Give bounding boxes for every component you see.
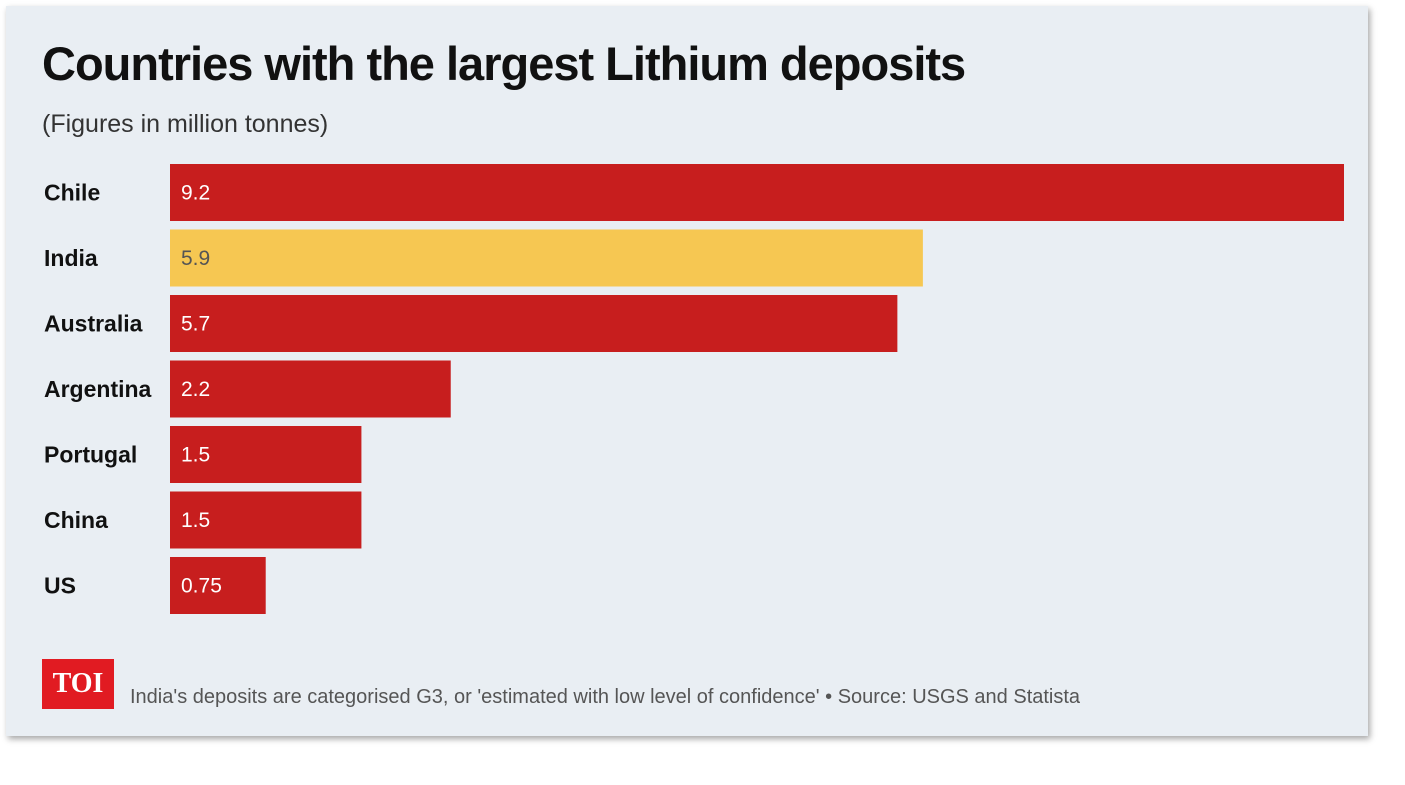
bar-us bbox=[170, 557, 266, 614]
category-label-us: US bbox=[44, 573, 76, 599]
category-label-chile: Chile bbox=[44, 180, 100, 206]
bar-argentina bbox=[170, 360, 451, 418]
bar-chart: Chile 9.2 India 5.9 Australia 5.7 Argentina 2.2… bbox=[44, 164, 1344, 614]
value-label-australia: 5.7 bbox=[181, 313, 210, 336]
value-label-portugal: 1.5 bbox=[181, 444, 210, 467]
category-label-india: India bbox=[44, 245, 98, 271]
value-label-india: 5.9 bbox=[181, 247, 210, 270]
value-label-argentina: 2.2 bbox=[181, 378, 210, 401]
category-label-argentina: Argentina bbox=[44, 376, 152, 402]
chart-title: Countries with the largest Lithium depos… bbox=[42, 37, 966, 90]
chart-subtitle: (Figures in million tonnes) bbox=[42, 110, 329, 138]
category-label-china: China bbox=[44, 507, 108, 533]
bar-australia bbox=[170, 295, 898, 352]
bar-chile bbox=[170, 164, 1344, 221]
bar-india bbox=[170, 229, 923, 287]
bar-china bbox=[170, 491, 362, 549]
chart-card: Countries with the largest Lithium depos… bbox=[6, 6, 1368, 736]
toi-logo: TOI bbox=[42, 659, 114, 709]
value-label-china: 1.5 bbox=[181, 509, 210, 532]
category-label-portugal: Portugal bbox=[44, 442, 137, 468]
category-label-australia: Australia bbox=[44, 311, 143, 337]
bar-portugal bbox=[170, 426, 362, 483]
source-footnote: India's deposits are categorised G3, or … bbox=[130, 686, 1081, 708]
value-label-chile: 9.2 bbox=[181, 182, 210, 205]
value-label-us: 0.75 bbox=[181, 575, 222, 598]
